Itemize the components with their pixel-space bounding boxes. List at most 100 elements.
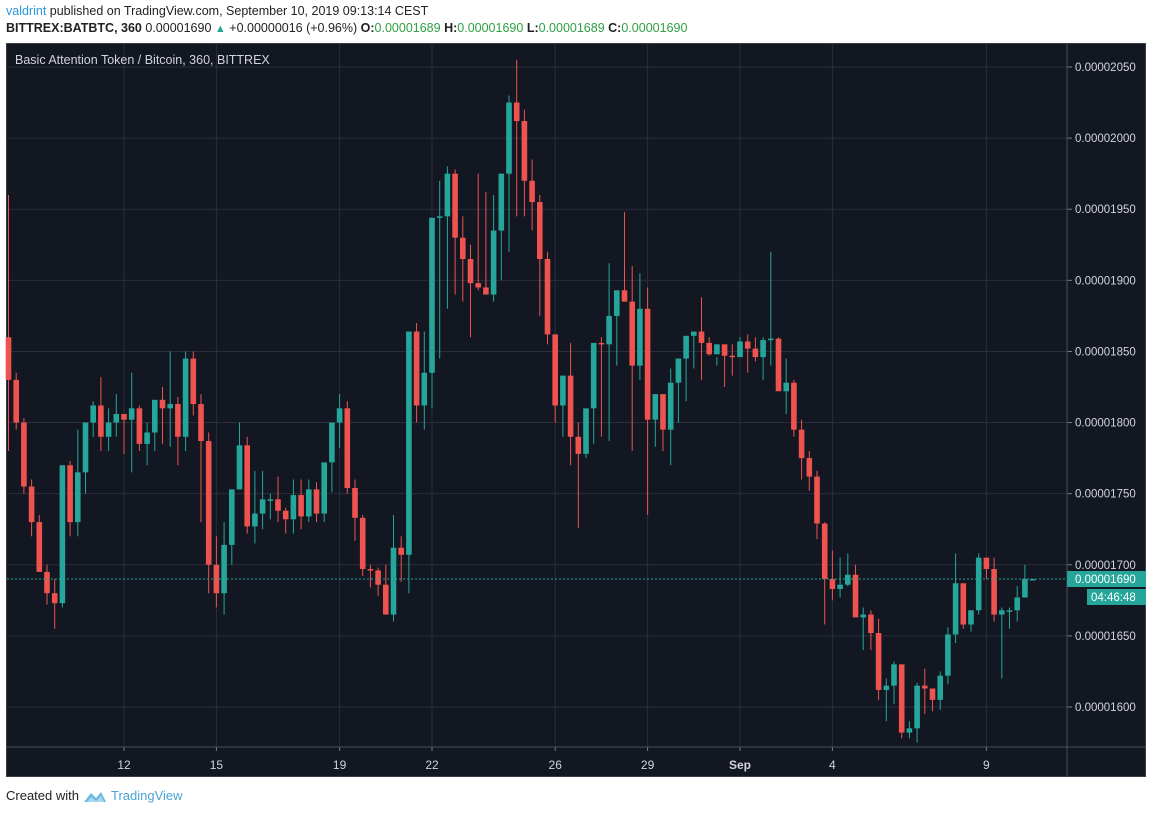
high-label: H: xyxy=(444,21,458,35)
candle-body xyxy=(1022,579,1028,598)
price-axis-label: 0.00001600 xyxy=(1075,702,1136,714)
candle-body xyxy=(398,547,404,555)
symbol-label: BITTREX:BATBTC, 360 xyxy=(6,21,142,35)
candle-body xyxy=(221,544,227,594)
tradingview-link[interactable]: TradingView xyxy=(110,788,183,803)
candle-body xyxy=(352,487,358,518)
candle-body xyxy=(336,408,343,423)
candle-body xyxy=(144,432,150,444)
up-arrow-icon: ▲ xyxy=(214,23,226,35)
candle-body xyxy=(821,523,828,579)
footer: Created with TradingView xyxy=(6,788,183,803)
candle-body xyxy=(82,422,89,473)
candle-body xyxy=(413,331,420,406)
candle-body xyxy=(167,404,173,409)
candle-body xyxy=(5,337,12,380)
candle-body xyxy=(529,180,535,203)
symbol-info-bar: BITTREX:BATBTC, 360 0.00001690 ▲ +0.0000… xyxy=(6,21,687,35)
candle-body xyxy=(467,259,474,284)
candle-body xyxy=(282,510,289,520)
candle-body xyxy=(236,445,243,490)
candle-body xyxy=(983,557,990,570)
time-axis-label: 4 xyxy=(829,758,836,772)
candle-body xyxy=(706,342,712,355)
candle-body xyxy=(952,583,959,635)
candle-body xyxy=(436,216,443,218)
candle-body xyxy=(359,517,366,570)
candle-body xyxy=(744,341,751,349)
candle-body xyxy=(1014,597,1020,611)
candle-body xyxy=(229,489,235,545)
open-label: O: xyxy=(360,21,375,35)
candle-body xyxy=(606,315,612,345)
candle-body xyxy=(691,331,697,336)
candle-body xyxy=(760,340,766,358)
candle-body xyxy=(498,173,505,231)
open-value: 0.00001689 xyxy=(374,21,441,35)
candle-body xyxy=(244,445,250,527)
candle-body xyxy=(667,382,674,430)
chart-frame[interactable] xyxy=(6,43,1146,777)
candle-body xyxy=(644,308,651,420)
candle-body xyxy=(829,579,836,589)
price-axis-label: 0.00001950 xyxy=(1075,204,1136,216)
candle-body xyxy=(113,414,120,423)
candle-body xyxy=(537,202,543,259)
candle-body xyxy=(999,610,1005,615)
candle-body xyxy=(521,121,528,181)
price-axis-label: 0.00002000 xyxy=(1075,133,1136,145)
candle-body xyxy=(383,584,389,615)
price-change: +0.00000016 (+0.96%) xyxy=(229,21,358,35)
candle-body xyxy=(90,405,96,423)
candle-body xyxy=(922,685,928,689)
candle-body xyxy=(252,513,258,527)
candle-body xyxy=(59,465,66,604)
candle-body xyxy=(36,522,43,572)
candle-body xyxy=(683,335,689,359)
candle-body xyxy=(552,334,558,406)
candle-body xyxy=(152,399,158,433)
candle-body xyxy=(968,610,974,625)
candle-body xyxy=(898,664,905,733)
low-label: L: xyxy=(526,21,539,35)
close-value: 0.00001690 xyxy=(621,21,688,35)
candle-body xyxy=(51,593,58,604)
price-axis-label: 0.00001850 xyxy=(1075,346,1136,358)
time-axis-label: 9 xyxy=(983,758,990,772)
candle-body xyxy=(475,283,481,288)
candle-body xyxy=(868,614,874,634)
candle-body xyxy=(567,375,574,437)
last-price-badge xyxy=(1067,571,1146,587)
candle-body xyxy=(490,230,497,295)
candle-body xyxy=(991,569,997,615)
candle-body xyxy=(44,571,50,594)
candle-body xyxy=(460,237,466,259)
candle-body xyxy=(105,422,112,437)
candle-body xyxy=(175,404,181,437)
candle-body xyxy=(513,102,520,122)
candle-body xyxy=(28,486,35,523)
candle-body xyxy=(960,583,967,625)
candle-body xyxy=(660,394,666,430)
candle-body xyxy=(929,688,936,700)
high-value: 0.00001690 xyxy=(457,21,524,35)
candle-body xyxy=(675,358,682,383)
author-link[interactable]: valdrint xyxy=(6,4,47,18)
candle-body xyxy=(575,436,582,454)
close-label: C: xyxy=(608,21,622,35)
candle-body xyxy=(506,102,512,174)
low-value: 0.00001689 xyxy=(538,21,605,35)
candle-body xyxy=(259,499,266,514)
candle-body xyxy=(814,476,820,524)
candle-body xyxy=(1029,579,1036,581)
candle-body xyxy=(290,495,297,520)
candle-body xyxy=(837,584,843,589)
candle-body xyxy=(75,472,81,523)
candle-body xyxy=(390,547,397,615)
candle-body xyxy=(791,382,797,430)
chart-title: Basic Attention Token / Bitcoin, 360, BI… xyxy=(15,53,270,67)
time-axis-label: 19 xyxy=(333,758,347,772)
publish-info: valdrint published on TradingView.com, S… xyxy=(6,4,428,18)
time-axis-label: Sep xyxy=(729,758,751,772)
